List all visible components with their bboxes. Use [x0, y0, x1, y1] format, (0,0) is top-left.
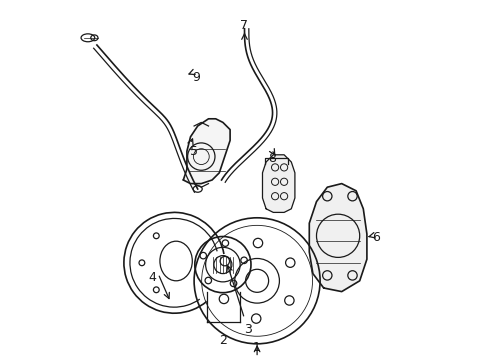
Text: 6: 6	[371, 231, 379, 244]
Polygon shape	[183, 119, 230, 184]
Polygon shape	[262, 155, 294, 212]
Text: 1: 1	[253, 341, 261, 354]
Text: 3: 3	[244, 323, 252, 336]
Text: 2: 2	[219, 334, 226, 347]
Text: 9: 9	[192, 71, 200, 84]
Text: 5: 5	[190, 145, 198, 158]
Text: 7: 7	[240, 19, 248, 32]
Text: 4: 4	[148, 271, 156, 284]
Polygon shape	[309, 184, 366, 292]
Text: 8: 8	[267, 152, 275, 165]
